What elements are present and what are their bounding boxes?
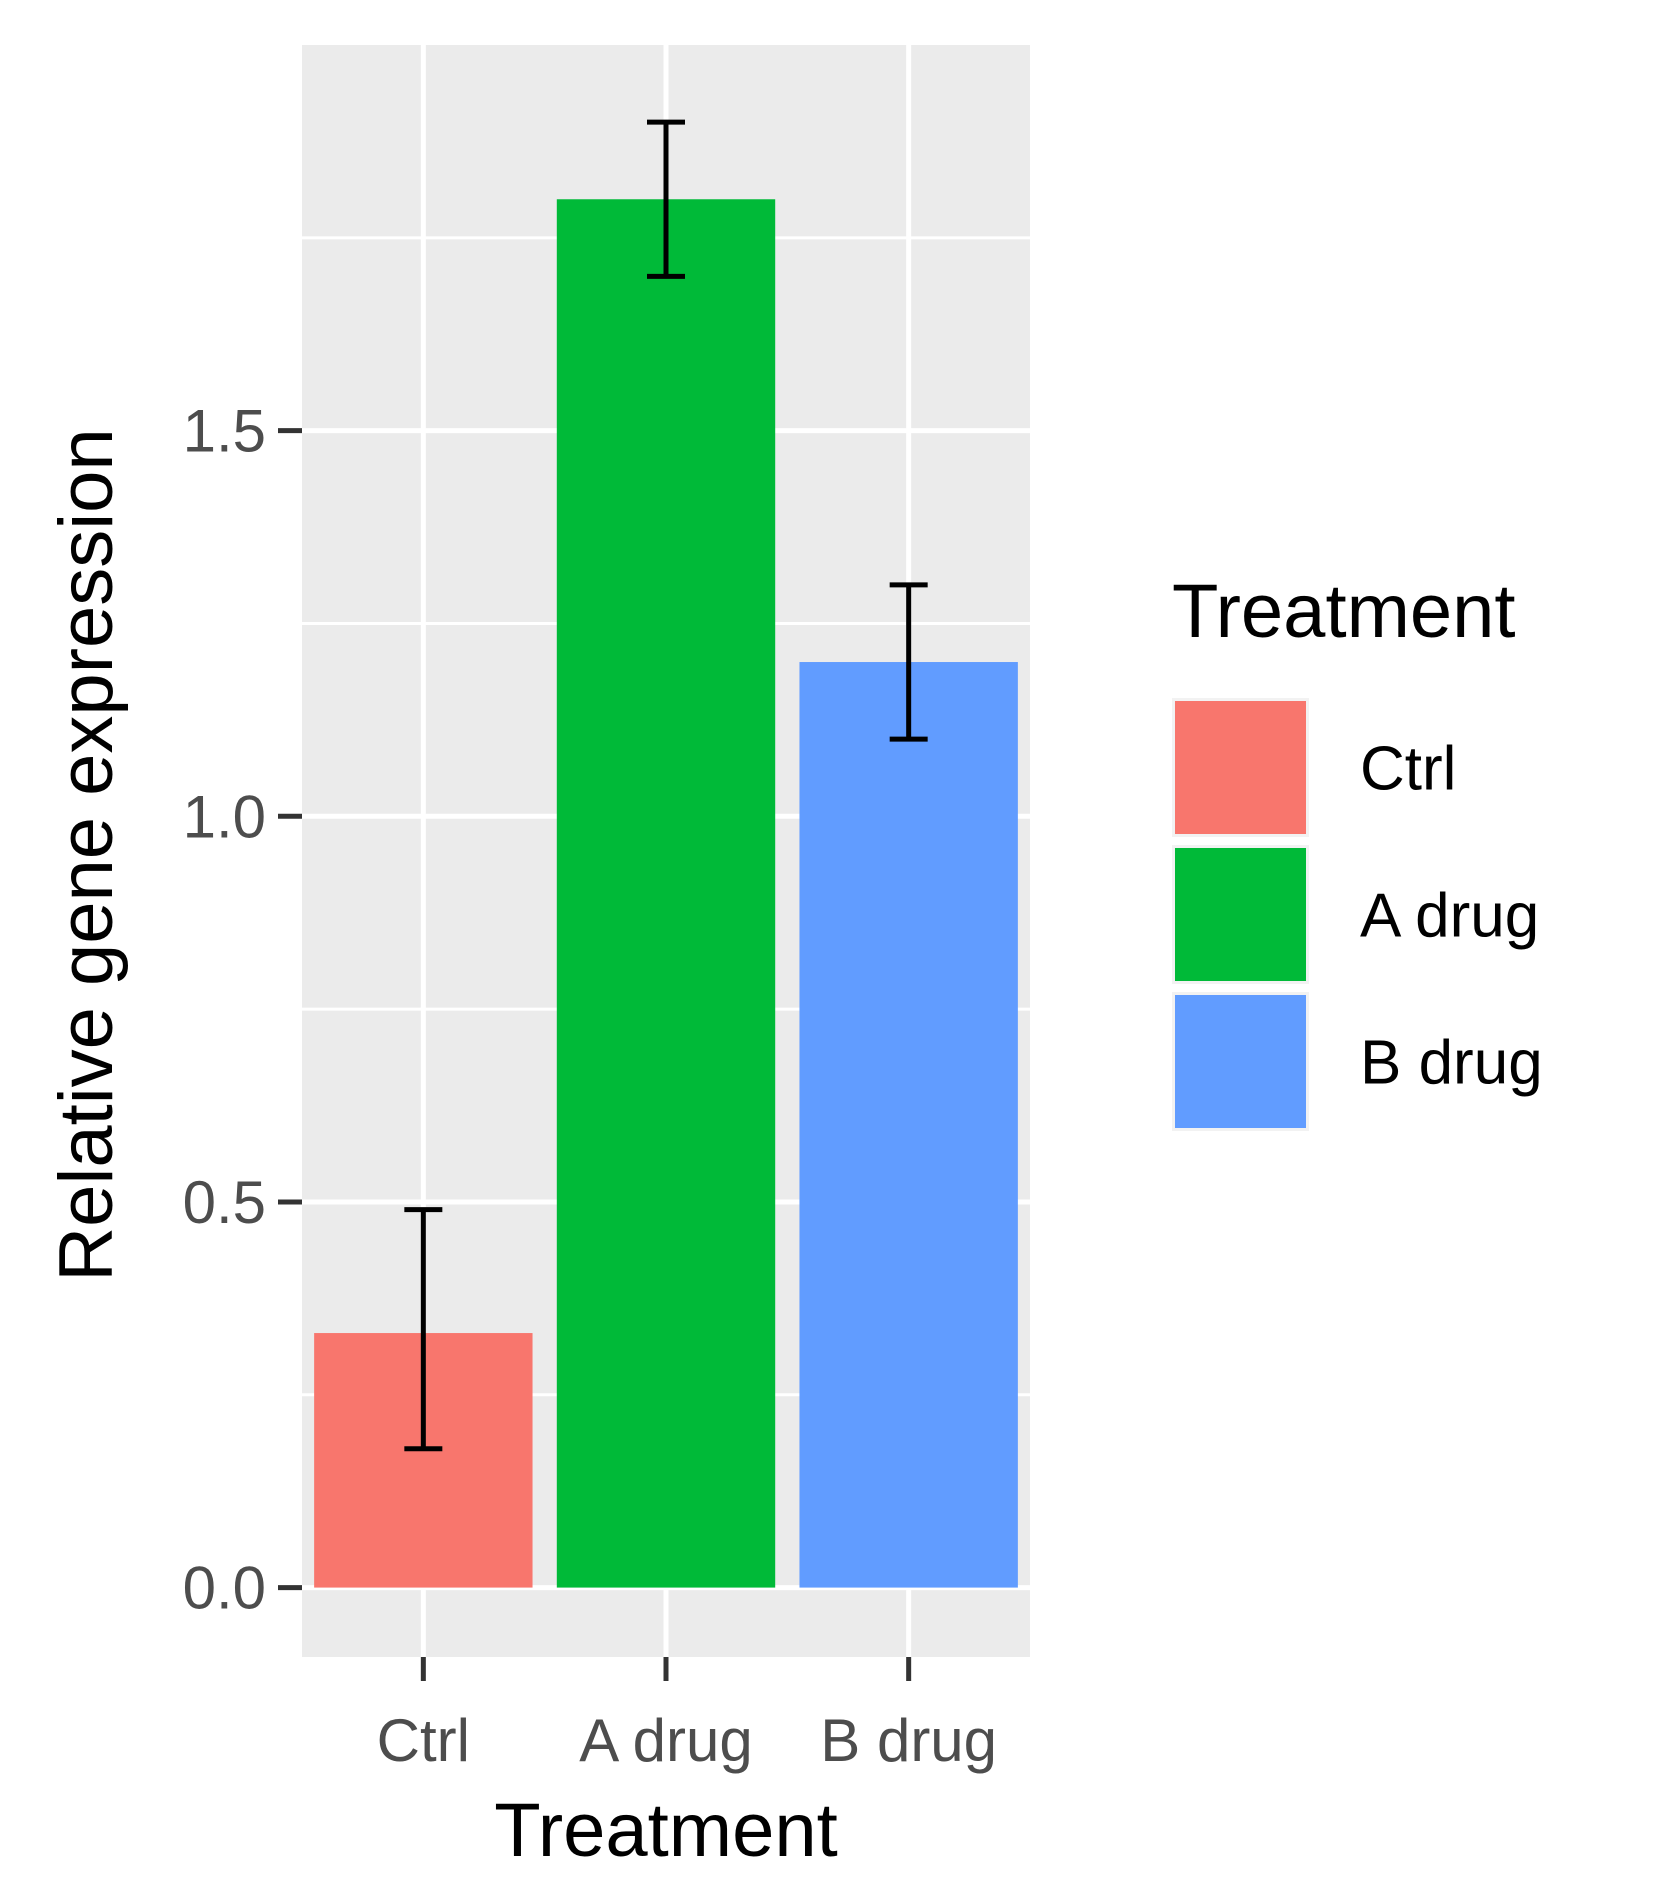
y-tick-label: 1.5 — [183, 398, 266, 465]
error-bar-ctrl — [404, 1207, 443, 1452]
error-bars — [404, 119, 928, 1452]
y-axis-title: Relative gene expression — [44, 428, 129, 1281]
y-axis: 0.0 0.5 1.0 1.5 — [183, 398, 302, 1622]
y-tick-label: 0.0 — [183, 1555, 266, 1622]
error-bar-a-drug — [647, 119, 685, 279]
legend-label: B drug — [1360, 1029, 1543, 1098]
legend-label: Ctrl — [1360, 735, 1456, 804]
legend-swatch — [1175, 701, 1306, 834]
legend-label: A drug — [1360, 882, 1539, 951]
x-tick-label: Ctrl — [377, 1707, 470, 1774]
x-axis-title: Treatment — [494, 1788, 838, 1873]
bars — [314, 199, 1018, 1588]
legend: Treatment Ctrl A drug B drug — [1172, 569, 1543, 1131]
error-bar-b-drug — [889, 582, 928, 742]
legend-item-b-drug: B drug — [1172, 992, 1543, 1131]
x-axis: Ctrl A drug B drug — [377, 1657, 997, 1774]
x-tick-label: B drug — [820, 1707, 997, 1774]
legend-swatch — [1175, 848, 1306, 981]
bar-a-drug — [556, 199, 776, 1588]
bar-b-drug — [799, 662, 1018, 1588]
legend-title: Treatment — [1172, 569, 1516, 654]
x-tick-label: A drug — [579, 1707, 752, 1774]
y-tick-label: 1.0 — [183, 783, 266, 850]
legend-item-ctrl: Ctrl — [1172, 698, 1456, 837]
y-tick-label: 0.5 — [183, 1169, 266, 1236]
legend-swatch — [1175, 995, 1306, 1128]
legend-item-a-drug: A drug — [1172, 845, 1539, 984]
